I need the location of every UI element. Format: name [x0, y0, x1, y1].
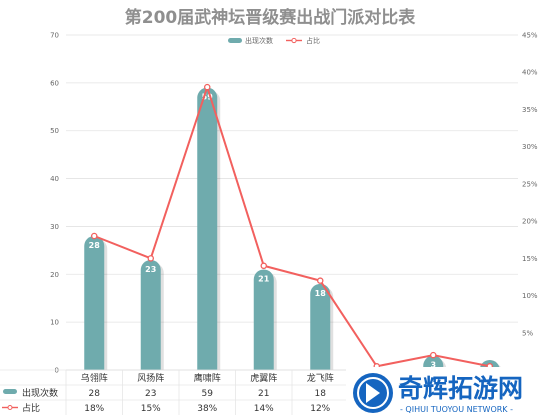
table-row-header: 占比	[22, 402, 40, 414]
watermark: 奇辉拓游网 - QIHUI TUOYOU NETWORK -	[346, 367, 540, 420]
watermark-title: 奇辉拓游网	[398, 374, 523, 403]
table-cell: 15%	[141, 404, 161, 414]
bar-value-label: 3	[430, 361, 436, 370]
legend: 出现次数 占比	[228, 36, 320, 45]
bar-value-label: 18	[315, 289, 327, 298]
y2-tick-label: 20%	[522, 218, 538, 226]
y2-tick-label: 30%	[522, 143, 538, 151]
bar	[84, 236, 105, 370]
x-tick-label: 鹰啸阵	[194, 372, 221, 384]
y-tick-label: 50	[50, 127, 59, 135]
bar	[423, 355, 444, 370]
y-tick-label: 10	[50, 319, 59, 327]
table-cell: 59	[202, 389, 214, 399]
legend-label-bar: 出现次数	[245, 36, 273, 45]
bar-value-label: 21	[258, 275, 270, 284]
series-line	[93, 83, 490, 368]
table-cell: 12%	[310, 404, 330, 414]
bar	[140, 259, 161, 370]
y2-tick-label: 25%	[522, 180, 538, 188]
y-tick-label: 40	[50, 175, 59, 183]
y-tick-label: 30	[50, 223, 59, 231]
y2-tick-label: 10%	[522, 292, 538, 300]
bar	[253, 269, 274, 370]
legend-swatch-bar	[228, 38, 242, 43]
bar-value-label: 23	[145, 265, 156, 274]
bar	[310, 283, 331, 370]
y-tick-label: 60	[50, 79, 59, 87]
line-point	[203, 83, 211, 91]
line-point	[91, 232, 98, 240]
table-legend-line-marker	[7, 405, 13, 410]
x-tick-label: 乌翎阵	[81, 372, 108, 384]
table-cell: 38%	[197, 404, 217, 414]
legend-label-line: 占比	[306, 36, 320, 45]
line-point	[316, 277, 324, 284]
table-cell: 21	[258, 389, 269, 399]
table-row-header: 出现次数	[22, 387, 58, 399]
line-point	[147, 255, 154, 262]
line-point	[260, 262, 267, 270]
legend-line-marker	[291, 37, 297, 44]
y2-tick-label: 35%	[522, 106, 538, 114]
x-tick-label: 风扬阵	[137, 372, 164, 384]
table-cell: 28	[89, 389, 101, 399]
bar	[197, 87, 218, 371]
chart-title: 第200届武神坛晋级赛出战门派对比表	[125, 7, 416, 28]
table-legend-bar-swatch	[3, 389, 17, 394]
table-cell: 23	[145, 389, 156, 399]
line-point	[429, 351, 437, 359]
y-tick-label: 0	[55, 367, 59, 375]
watermark-logo-icon	[353, 373, 393, 413]
table-cell: 18%	[84, 404, 104, 414]
y-tick-label: 20	[50, 271, 59, 279]
y2-tick-label: 45%	[522, 32, 538, 40]
table-cell: 18	[315, 389, 327, 399]
y2-tick-label: 15%	[522, 255, 538, 263]
x-tick-label: 龙飞阵	[307, 372, 334, 384]
bars-layer: 28 23 59 21 18 3	[84, 87, 503, 373]
bar-value-label: 28	[89, 241, 101, 250]
grid-layer: 0102030405060700%5%10%15%20%25%30%35%40%…	[50, 32, 538, 375]
y2-tick-label: 40%	[522, 69, 538, 77]
table-cell: 14%	[254, 404, 274, 414]
line-layer	[91, 83, 493, 370]
y2-tick-label: 5%	[522, 329, 533, 337]
watermark-subtitle: - QIHUI TUOYOU NETWORK -	[400, 405, 513, 414]
y-tick-label: 70	[50, 32, 59, 40]
x-tick-label: 虎翼阵	[250, 372, 277, 384]
bar-value-label: 59	[202, 93, 214, 102]
